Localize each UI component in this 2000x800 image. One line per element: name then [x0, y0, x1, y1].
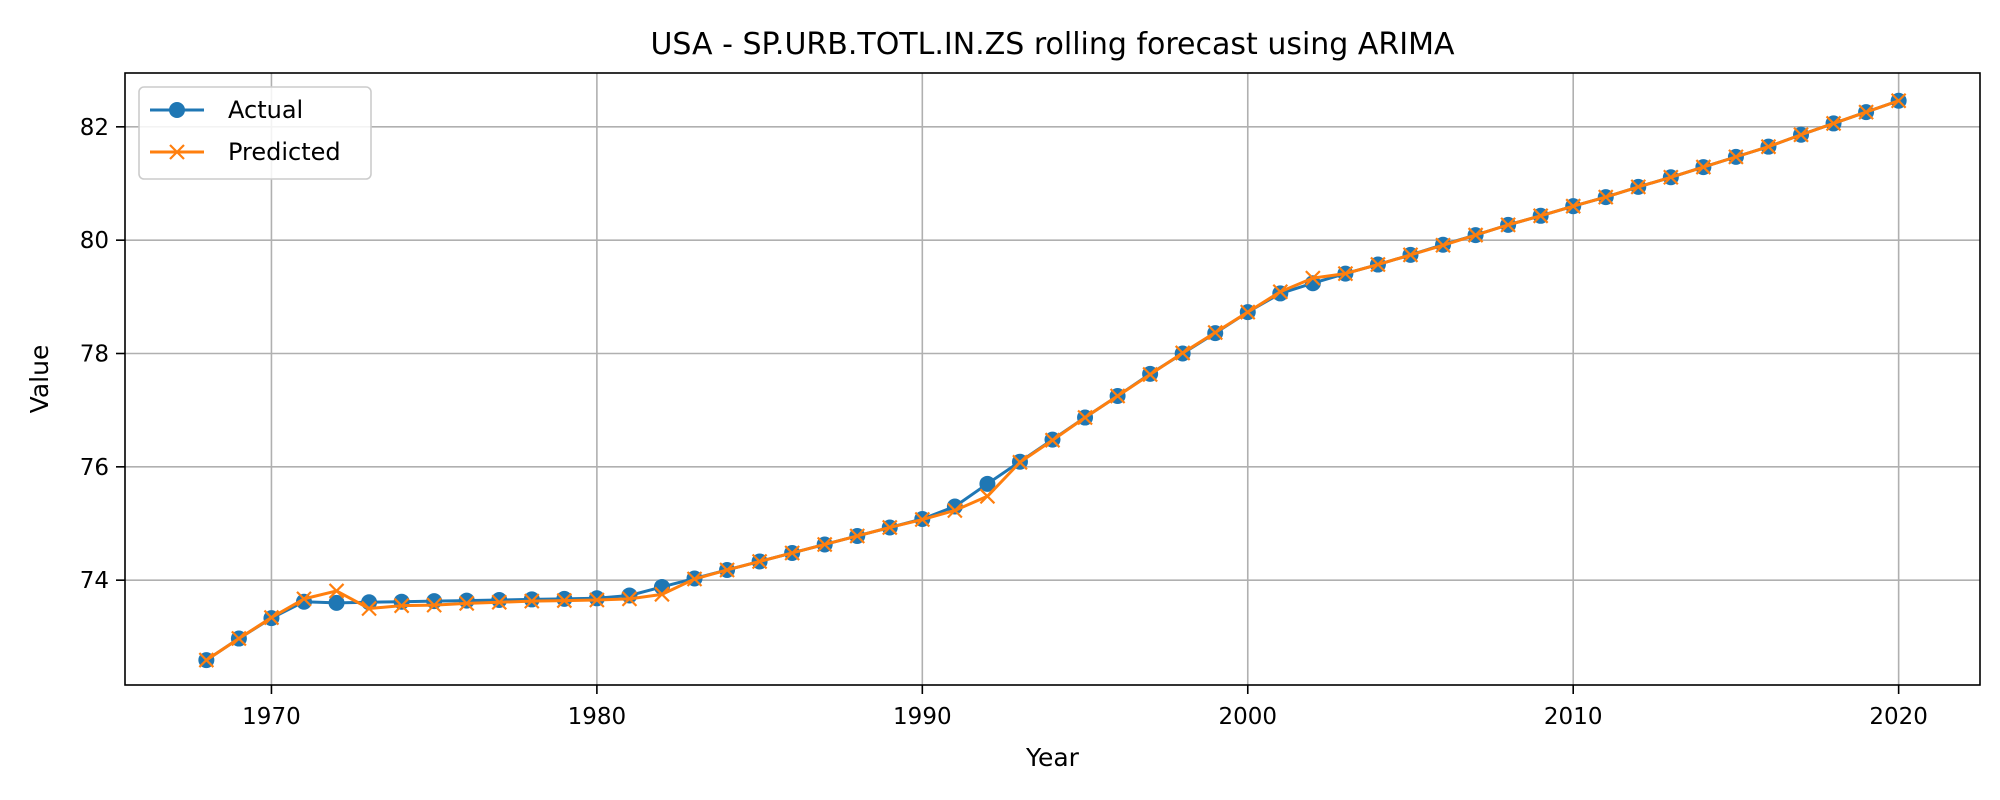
predicted-point [491, 594, 508, 611]
predicted-point [1630, 179, 1647, 195]
actual-series [198, 92, 1907, 669]
x-tick-label: 1980 [568, 704, 627, 730]
predicted-point [361, 600, 377, 617]
predicted-point [1109, 388, 1126, 404]
predicted-point [1174, 345, 1191, 361]
predicted-point [1337, 265, 1354, 282]
predicted-point [1207, 324, 1223, 341]
predicted-point [393, 597, 410, 614]
predicted-point [1012, 454, 1028, 471]
y-tick-label: 78 [80, 342, 109, 368]
chart-title: USA - SP.URB.TOTL.IN.ZS rolling forecast… [650, 27, 1455, 62]
actual-point [458, 592, 475, 609]
predicted-point [1044, 432, 1061, 448]
y-tick-label: 82 [80, 115, 109, 141]
predicted-point [1500, 217, 1516, 233]
legend: Actual Predicted [138, 86, 372, 180]
legend-label-actual: Actual [228, 96, 303, 124]
x-tick-label: 1970 [242, 704, 301, 730]
predicted-point [654, 586, 670, 603]
legend-marker-actual [169, 102, 185, 118]
predicted-point [556, 592, 573, 609]
actual-point [426, 593, 443, 610]
predicted-point [198, 652, 215, 668]
predicted-point [751, 553, 768, 570]
predicted-point [816, 536, 833, 553]
x-tick-label: 1990 [893, 704, 952, 730]
actual-point [621, 587, 638, 604]
legend-label-predicted: Predicted [228, 138, 341, 166]
predicted-point [947, 502, 963, 519]
predicted-point [1890, 92, 1907, 109]
predicted-point [1402, 247, 1419, 263]
predicted-point [524, 593, 540, 609]
predicted-point [1825, 115, 1842, 132]
predicted-point [458, 595, 475, 612]
predicted-line [205, 99, 1900, 662]
predicted-point [1565, 198, 1581, 214]
predicted-point [1467, 227, 1484, 243]
predicted-point [1142, 366, 1158, 383]
predicted-point [426, 597, 442, 613]
predicted-point [1597, 189, 1614, 205]
y-tick-label: 76 [80, 455, 109, 481]
predicted-point [1760, 138, 1777, 155]
predicted-point [686, 571, 703, 587]
plot-frame [124, 72, 1981, 686]
actual-point [588, 590, 605, 607]
predicted-point [719, 562, 735, 578]
predicted-point [296, 591, 312, 607]
predicted-point [979, 488, 996, 505]
predicted-point [621, 591, 638, 607]
predicted-point [1305, 270, 1321, 286]
y-axis-label: Value [25, 345, 54, 414]
predicted-point [1532, 208, 1549, 224]
y-tick-label: 74 [80, 568, 109, 594]
series-layer [198, 92, 1907, 669]
actual-point [491, 592, 508, 608]
legend-marker-predicted [169, 144, 185, 160]
predicted-series [198, 92, 1907, 668]
tick-layer: 1970 1980 1990 2000 2010 2020 74 76 78 80 82 [80, 115, 1928, 730]
x-tick-label: 2010 [1544, 704, 1603, 730]
predicted-point [1793, 126, 1809, 143]
actual-point [556, 590, 573, 607]
predicted-point [1077, 409, 1093, 426]
predicted-point [263, 609, 280, 626]
predicted-point [1728, 149, 1744, 165]
y-tick-label: 80 [80, 228, 109, 254]
predicted-point [882, 519, 898, 536]
predicted-point [1663, 169, 1679, 186]
predicted-point [1435, 237, 1451, 254]
predicted-point [784, 545, 800, 561]
actual-point [328, 594, 345, 611]
predicted-point [589, 592, 605, 608]
actual-point [979, 475, 996, 492]
predicted-point [1272, 283, 1289, 300]
grid-layer [125, 73, 1980, 685]
predicted-point [231, 630, 247, 647]
predicted-point [1695, 159, 1712, 175]
predicted-point [849, 528, 866, 544]
predicted-point [914, 511, 931, 528]
predicted-point [1239, 304, 1256, 320]
predicted-point [328, 583, 345, 599]
x-tick-label: 2000 [1218, 704, 1277, 730]
predicted-point [1858, 104, 1874, 120]
actual-point [523, 591, 540, 608]
x-tick-label: 2020 [1869, 704, 1928, 730]
predicted-point [1370, 256, 1386, 273]
x-axis-label: Year [1025, 743, 1080, 772]
